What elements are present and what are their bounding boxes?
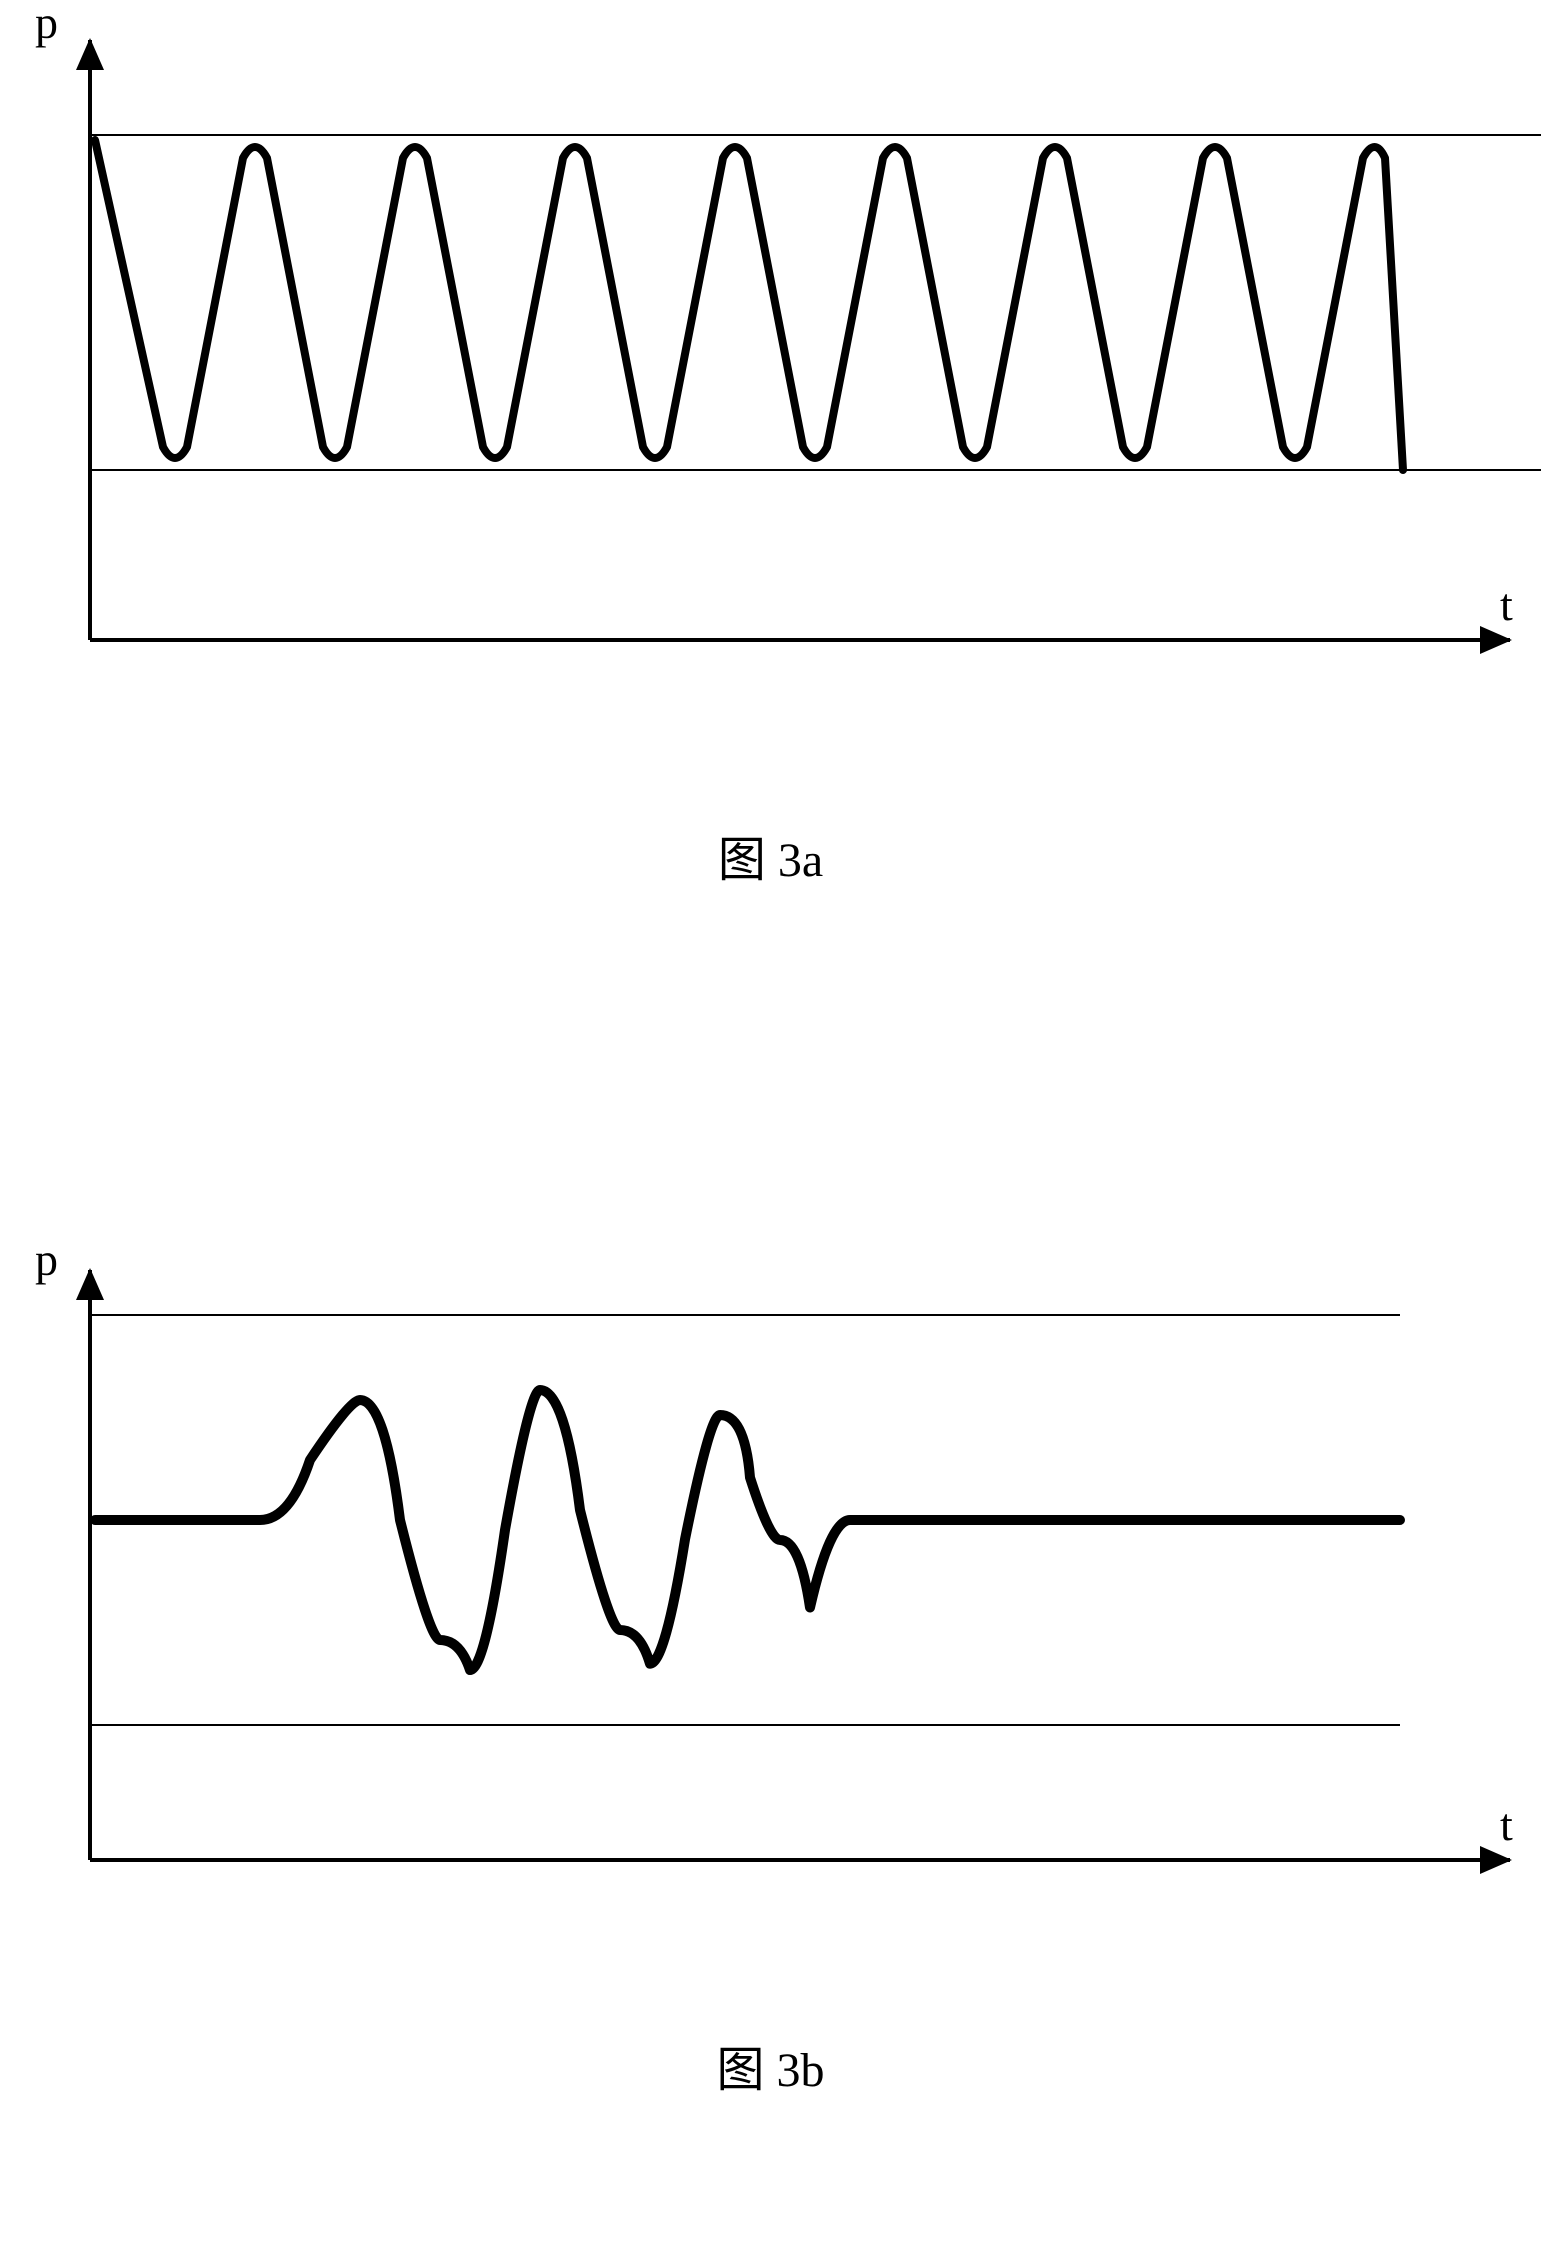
x-axis-label: t (1500, 1799, 1513, 1850)
x-axis-label: t (1500, 579, 1513, 630)
figure-3b-chart: pt (0, 1220, 1541, 1920)
figure-3a-block: pt 图 3a (0, 0, 1541, 890)
figure-3b-block: pt 图 3b (0, 1220, 1541, 2100)
figure-3a-chart: pt (0, 0, 1541, 700)
waveform-3a (95, 140, 1403, 470)
y-axis-label: p (35, 1234, 58, 1285)
figure-3b-caption: 图 3b (0, 2030, 1541, 2100)
inter-figure-gap (0, 890, 1541, 1220)
y-axis-label: p (35, 0, 58, 48)
figure-3a-caption: 图 3a (0, 820, 1541, 890)
waveform-3b (95, 1390, 1400, 1670)
